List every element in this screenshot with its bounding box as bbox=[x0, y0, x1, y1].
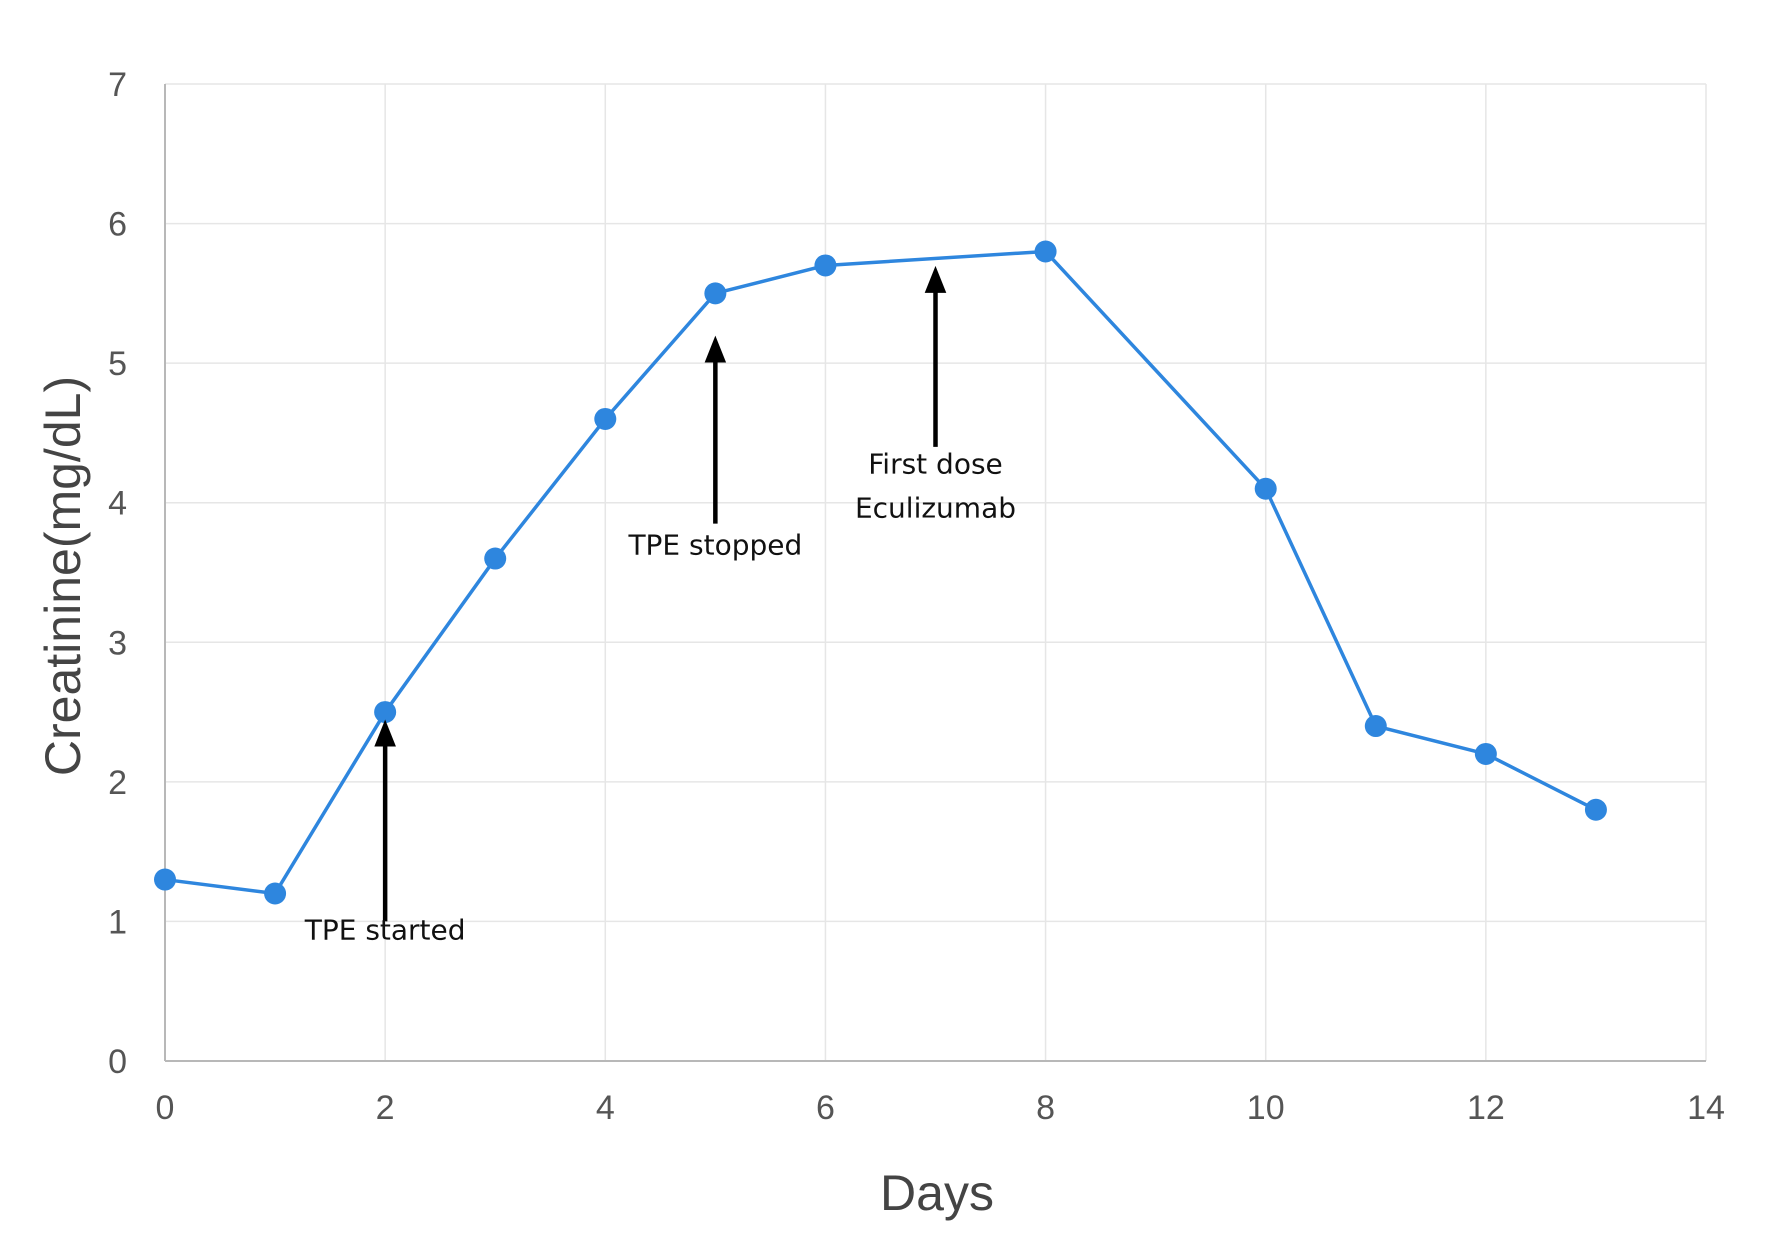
x-tick-label: 6 bbox=[816, 1089, 835, 1127]
data-point bbox=[1364, 715, 1387, 738]
y-tick-label: 4 bbox=[108, 485, 127, 523]
annotation-label: TPE started bbox=[304, 914, 466, 947]
series-line bbox=[164, 249, 1597, 896]
x-tick-label: 10 bbox=[1247, 1089, 1285, 1127]
x-tick-label: 0 bbox=[156, 1089, 175, 1127]
data-point bbox=[374, 701, 397, 724]
y-tick-label: 0 bbox=[108, 1043, 127, 1081]
annotation-label: Eculizumab bbox=[855, 491, 1016, 524]
x-axis-title: Days bbox=[880, 1165, 994, 1221]
x-tick-label: 14 bbox=[1687, 1089, 1725, 1127]
data-point bbox=[1474, 742, 1497, 765]
annotation-label: TPE stopped bbox=[627, 528, 802, 561]
axes bbox=[164, 84, 1706, 1062]
data-point bbox=[1254, 477, 1277, 500]
data-point bbox=[1584, 798, 1607, 821]
data-point bbox=[154, 868, 176, 891]
annotations: TPE started TPE stopped First dose Eculizum… bbox=[304, 265, 1016, 947]
y-tick-label: 1 bbox=[108, 903, 127, 941]
y-tick-label: 6 bbox=[108, 206, 127, 244]
data-point bbox=[484, 547, 507, 570]
y-tick-label: 2 bbox=[108, 764, 127, 802]
data-point bbox=[704, 282, 727, 305]
y-tick-label: 7 bbox=[108, 66, 127, 104]
data-series bbox=[154, 240, 1607, 905]
data-point bbox=[814, 254, 837, 277]
data-point bbox=[594, 407, 617, 430]
data-point bbox=[1034, 240, 1057, 263]
y-tick-label: 5 bbox=[108, 345, 127, 383]
x-tick-label: 2 bbox=[376, 1089, 395, 1127]
x-tick-label: 8 bbox=[1036, 1089, 1055, 1127]
x-tick-label: 4 bbox=[596, 1089, 615, 1127]
data-point bbox=[264, 882, 287, 905]
y-tick-label: 3 bbox=[108, 624, 127, 662]
annotation-label: First dose bbox=[868, 447, 1003, 480]
x-tick-label: 12 bbox=[1467, 1089, 1505, 1127]
y-axis-title: Creatinine(mg/dL) bbox=[35, 376, 91, 776]
